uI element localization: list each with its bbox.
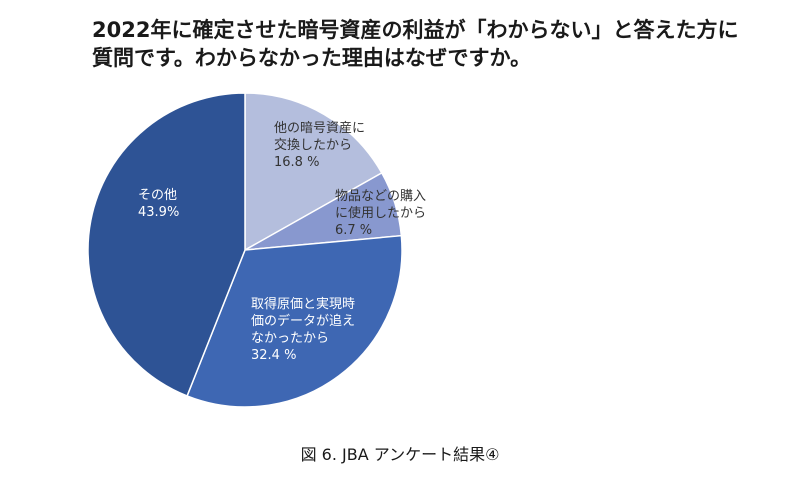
pie-slice-label-4: その他 43.9%	[138, 188, 179, 220]
pie-slice-label-line: 6.7 %	[335, 223, 372, 238]
pie-slice-1	[244, 92, 383, 252]
pie-slice-label-3: 取得原価と実現時価のデータが追えなかったから 32.4 %	[251, 296, 355, 363]
pie-slice-label-line: 交換したから	[274, 137, 352, 153]
pie-slice-label-line: 価のデータが追え	[251, 313, 355, 329]
pie-slice-3	[186, 234, 403, 408]
chart-title: 2022年に確定させた暗号資産の利益が「わからない」と答えた方に質問です。わから…	[92, 18, 739, 70]
figure-caption: 図 6. JBA アンケート結果④	[300, 445, 500, 464]
pie-slice-4	[87, 92, 246, 397]
pie-slice-label-2: 物品などの購入に使用したから 6.7 %	[335, 189, 426, 238]
pie-slice-label-line: に使用したから	[335, 205, 426, 221]
pie-slice-label-1: 他の暗号資産に交換したから 16.8 %	[274, 120, 365, 170]
pie-slice-label-line: 他の暗号資産に	[274, 120, 365, 136]
pie-slice-label-line: 43.9%	[138, 205, 179, 220]
pie-slice-label-line: 物品などの購入	[335, 189, 426, 204]
pie-slice-label-line: なかったから	[251, 331, 329, 346]
pie-slice-label-line: 16.8 %	[274, 155, 319, 170]
pie-slice-label-line: 取得原価と実現時	[251, 296, 355, 312]
pie-slice-label-line: 32.4 %	[251, 348, 296, 363]
pie-slice-label-line: その他	[138, 188, 177, 203]
